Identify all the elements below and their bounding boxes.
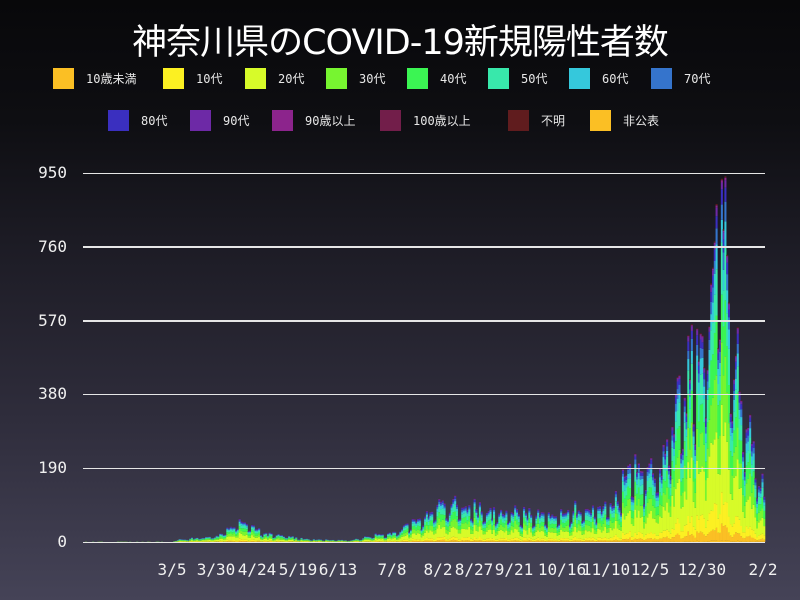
x-tick-label: 11/10 xyxy=(581,560,631,579)
legend-swatch xyxy=(651,67,672,89)
legend-item: 60代 xyxy=(569,67,628,89)
x-tick-label: 9/21 xyxy=(494,560,534,579)
gridline xyxy=(83,393,765,396)
legend-label: 90代 xyxy=(223,113,250,128)
legend-label: 90歳以上 xyxy=(305,113,356,128)
legend-label: 不明 xyxy=(541,113,566,128)
legend-item: 90歳以上 xyxy=(272,109,355,131)
x-tick-label: 3/5 xyxy=(157,560,187,579)
gridline xyxy=(83,246,765,248)
legend-label: 50代 xyxy=(521,71,548,86)
legend-swatch xyxy=(508,109,529,131)
legend-swatch xyxy=(190,109,211,131)
legend-label: 100歳以上 xyxy=(413,113,471,128)
x-tick-label: 12/5 xyxy=(630,560,670,579)
x-tick-label: 8/2 xyxy=(423,560,453,579)
x-tick-label: 12/30 xyxy=(677,560,727,579)
legend-item: 50代 xyxy=(488,67,547,89)
legend-swatch xyxy=(488,67,509,89)
legend-label: 40代 xyxy=(440,71,467,86)
legend-swatch xyxy=(108,109,129,131)
y-tick-label: 570 xyxy=(38,310,67,330)
legend-swatch xyxy=(326,67,347,89)
x-tick-label: 4/24 xyxy=(237,560,277,579)
gridline xyxy=(83,541,765,543)
x-tick-label: 8/27 xyxy=(454,560,494,579)
y-tick-label: 190 xyxy=(38,458,67,478)
legend-swatch xyxy=(569,67,590,89)
y-tick-label: 380 xyxy=(38,384,67,404)
legend-label: 非公表 xyxy=(623,113,660,128)
legend-item: 100歳以上 xyxy=(380,109,471,131)
y-tick-label: 0 xyxy=(57,532,67,551)
legend-item: 非公表 xyxy=(590,109,659,131)
legend-label: 10歳未満 xyxy=(86,71,137,86)
x-tick-label: 2/2 xyxy=(748,560,778,579)
legend-swatch xyxy=(272,109,293,131)
legend-item: 10歳未満 xyxy=(53,67,136,89)
legend-swatch xyxy=(245,67,266,89)
legend-swatch xyxy=(53,67,74,89)
gridline xyxy=(83,172,765,174)
legend-item: 30代 xyxy=(326,67,385,89)
legend-swatch xyxy=(590,109,611,131)
legend-item: 40代 xyxy=(407,67,466,89)
legend-label: 70代 xyxy=(684,71,711,86)
legend-swatch xyxy=(163,67,184,89)
y-tick-label: 760 xyxy=(38,236,67,256)
y-tick-label: 950 xyxy=(38,163,67,182)
legend-item: 90代 xyxy=(190,109,249,131)
legend-item: 70代 xyxy=(651,67,710,89)
legend-swatch xyxy=(380,109,401,131)
legend-row-1: 10歳未満 10代 20代 30代 40代 50代 60代 70代 xyxy=(0,67,800,91)
x-tick-label: 5/19 xyxy=(278,560,318,579)
chart-title: 神奈川県のCOVID-19新規陽性者数 xyxy=(132,23,669,63)
legend-label: 30代 xyxy=(359,71,386,86)
legend-label: 60代 xyxy=(602,71,629,86)
legend-label: 20代 xyxy=(278,71,305,86)
legend-label: 80代 xyxy=(141,113,168,128)
legend-item: 不明 xyxy=(508,109,565,131)
legend-swatch xyxy=(407,67,428,89)
x-tick-label: 6/13 xyxy=(318,560,358,579)
x-tick-label: 10/16 xyxy=(537,560,587,579)
legend-item: 10代 xyxy=(163,67,222,89)
x-tick-label: 3/30 xyxy=(196,560,236,579)
legend-row-2: 80代 90代 90歳以上 100歳以上 不明 非公表 xyxy=(0,109,800,133)
legend-item: 80代 xyxy=(108,109,167,131)
x-tick-label: 7/8 xyxy=(377,560,407,579)
gridline xyxy=(83,320,765,322)
gridline xyxy=(83,467,765,470)
legend-item: 20代 xyxy=(245,67,304,89)
legend-label: 10代 xyxy=(196,71,223,86)
